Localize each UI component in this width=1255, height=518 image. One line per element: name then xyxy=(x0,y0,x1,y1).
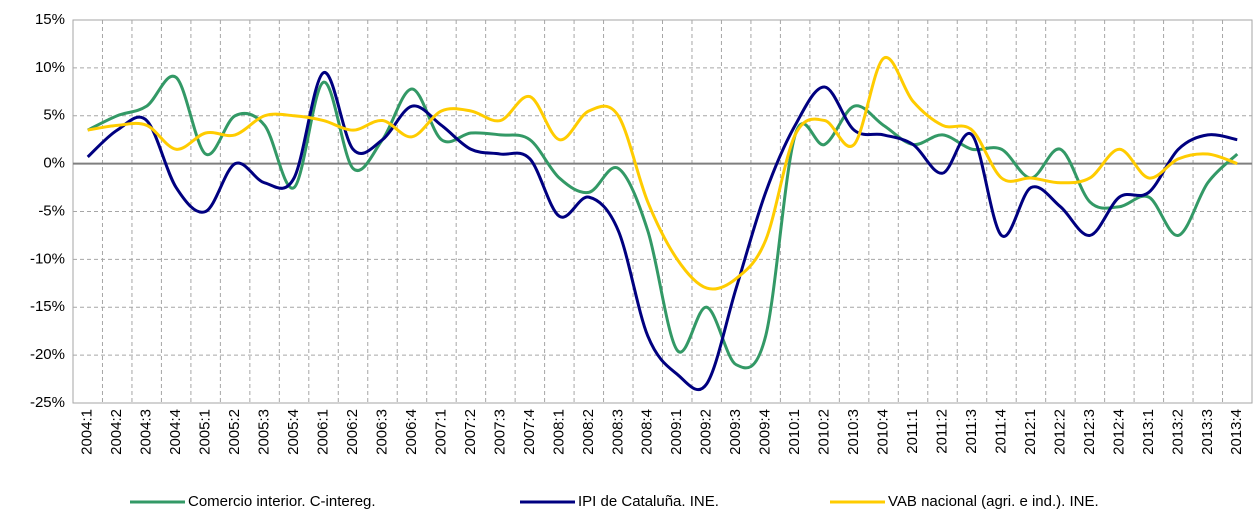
x-tick-label: 2010:1 xyxy=(786,409,803,455)
y-tick-label: 15% xyxy=(35,11,65,28)
y-tick-label: -20% xyxy=(30,346,65,363)
legend-label: IPI de Cataluña. INE. xyxy=(578,493,719,510)
x-tick-label: 2006:4 xyxy=(403,409,420,455)
x-tick-label: 2006:1 xyxy=(315,409,332,455)
series-line xyxy=(87,74,1239,370)
x-tick-label: 2010:4 xyxy=(875,409,892,455)
y-tick-label: -5% xyxy=(38,202,65,219)
x-tick-label: 2012:3 xyxy=(1081,409,1098,455)
x-tick-label: 2009:1 xyxy=(668,409,685,455)
x-tick-label: 2013:2 xyxy=(1169,409,1186,455)
x-tick-label: 2012:4 xyxy=(1110,409,1127,455)
x-tick-label: 2005:1 xyxy=(197,409,214,455)
y-tick-label: -15% xyxy=(30,298,65,315)
x-tick-label: 2013:1 xyxy=(1140,409,1157,455)
y-tick-label: 5% xyxy=(43,107,65,124)
x-tick-label: 2010:3 xyxy=(845,409,862,455)
x-tick-label: 2009:3 xyxy=(727,409,744,455)
x-tick-label: 2007:2 xyxy=(462,409,479,455)
x-tick-label: 2006:2 xyxy=(344,409,361,455)
x-tick-label: 2007:3 xyxy=(491,409,508,455)
legend-label: VAB nacional (agri. e ind.). INE. xyxy=(888,493,1099,510)
x-tick-label: 2011:3 xyxy=(963,409,980,454)
x-tick-label: 2009:4 xyxy=(757,409,774,455)
x-tick-label: 2011:4 xyxy=(992,409,1009,454)
x-tick-label: 2006:3 xyxy=(373,409,390,455)
x-tick-label: 2011:2 xyxy=(933,409,950,454)
y-tick-label: 0% xyxy=(43,155,65,172)
x-tick-label: 2009:2 xyxy=(698,409,715,455)
x-tick-label: 2005:3 xyxy=(256,409,273,455)
x-tick-label: 2012:1 xyxy=(1022,409,1039,455)
x-tick-label: 2007:1 xyxy=(432,409,449,455)
x-tick-label: 2013:3 xyxy=(1199,409,1216,455)
y-tick-label: -25% xyxy=(30,394,65,411)
x-tick-label: 2004:1 xyxy=(79,409,96,455)
x-tick-label: 2008:1 xyxy=(550,409,567,455)
x-tick-label: 2010:2 xyxy=(816,409,833,455)
y-tick-label: -10% xyxy=(30,250,65,267)
series-line xyxy=(87,56,1238,291)
x-tick-label: 2005:2 xyxy=(226,409,243,455)
series-line xyxy=(86,71,1238,392)
x-tick-label: 2004:2 xyxy=(108,409,125,455)
x-tick-label: 2012:2 xyxy=(1051,409,1068,455)
legend-label: Comercio interior. C-intereg. xyxy=(188,493,376,510)
x-tick-label: 2013:4 xyxy=(1228,409,1245,455)
x-tick-label: 2007:4 xyxy=(521,409,538,455)
x-tick-label: 2008:2 xyxy=(580,409,597,455)
x-tick-label: 2004:3 xyxy=(138,409,155,455)
x-tick-label: 2008:3 xyxy=(609,409,626,455)
y-tick-label: 10% xyxy=(35,59,65,76)
x-tick-label: 2005:4 xyxy=(285,409,302,455)
x-tick-label: 2011:1 xyxy=(904,409,921,454)
x-tick-label: 2004:4 xyxy=(167,409,184,455)
x-tick-label: 2008:4 xyxy=(639,409,656,455)
